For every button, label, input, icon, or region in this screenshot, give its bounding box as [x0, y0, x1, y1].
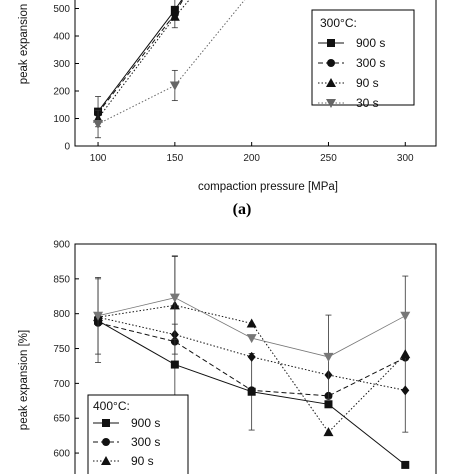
legend-marker	[326, 99, 336, 108]
data-point	[169, 11, 180, 21]
data-point	[169, 81, 180, 91]
legend-marker	[101, 456, 111, 465]
y-tick-label: 900	[53, 240, 70, 251]
data-point	[246, 334, 257, 344]
y-tick-label: 200	[53, 87, 70, 98]
data-point	[247, 351, 256, 362]
panel-a-legend-title: 300°C:	[320, 16, 357, 30]
legend-marker	[327, 59, 335, 67]
x-tick-label: 250	[320, 153, 337, 164]
legend-label: 300 s	[131, 435, 160, 449]
panel-b-ticks: 600 650 700 750 800 850 900	[53, 240, 79, 460]
data-point	[401, 460, 410, 469]
y-tick-label: 850	[53, 274, 70, 285]
panel-a-plot-area	[93, 0, 246, 139]
data-point	[170, 360, 179, 369]
panel-a-plot-frame	[74, 0, 437, 147]
panel-b: 600 650 700 750 800 850 900 peak expansion [%]…	[18, 240, 437, 474]
legend-marker	[102, 438, 110, 446]
y-tick-label: 100	[53, 114, 70, 125]
legend-label: 90 s	[356, 76, 379, 90]
panel-a-legend: 300°C: 900 s 300 s 90 s 30 s	[311, 9, 415, 110]
legend-marker	[326, 78, 336, 87]
data-point	[323, 352, 334, 362]
legend-label: 900 s	[356, 36, 385, 50]
data-point	[93, 120, 104, 129]
legend-label: 900 s	[131, 416, 160, 430]
data-point	[401, 385, 410, 396]
data-point	[246, 318, 257, 328]
y-tick-label: 700	[53, 379, 70, 390]
x-tick-label: 150	[167, 153, 184, 164]
panel-a: 0 100 200 300 400 500 100 150 200 250 300 peak exp…	[18, 0, 437, 218]
series-line	[97, 0, 246, 125]
panel-b-y-axis-label: peak expansion [%]	[18, 330, 30, 430]
panel-b-plot-frame	[74, 243, 437, 474]
data-point	[93, 311, 104, 321]
data-point	[400, 311, 411, 321]
y-tick-label: 0	[64, 142, 70, 153]
panel-b-legend-title: 400°C:	[93, 399, 130, 413]
y-tick-label: 500	[53, 4, 70, 15]
y-tick-label: 400	[53, 32, 70, 43]
data-point	[400, 349, 411, 359]
data-point	[324, 400, 333, 409]
legend-label: 300 s	[356, 56, 385, 70]
data-point	[323, 427, 334, 437]
panel-a-legend-box	[311, 9, 415, 106]
x-tick-label: 200	[243, 153, 260, 164]
series-line	[97, 0, 190, 119]
legend-label: 90 s	[131, 454, 154, 468]
x-tick-label: 300	[397, 153, 414, 164]
legend-marker	[102, 419, 110, 427]
x-tick-label: 100	[90, 153, 107, 164]
panel-a-x-axis-label: compaction pressure [MPa]	[198, 181, 338, 193]
panel-a-y-axis-label: peak expansion	[18, 4, 30, 85]
panel-a-caption: (a)	[233, 201, 252, 218]
y-tick-label: 300	[53, 59, 70, 70]
legend-marker	[327, 39, 335, 47]
y-tick-label: 600	[53, 449, 70, 460]
series-line	[97, 304, 406, 433]
data-point	[169, 293, 180, 303]
series-line	[97, 0, 184, 114]
y-tick-label: 650	[53, 414, 70, 425]
panel-a-ticks: 0 100 200 300 400 500 100 150 200 250 300	[53, 4, 414, 164]
panel-b-plot-area	[93, 255, 411, 469]
legend-label: 30 s	[356, 96, 379, 110]
data-point	[247, 386, 256, 395]
y-tick-label: 800	[53, 309, 70, 320]
y-tick-label: 750	[53, 344, 70, 355]
data-point	[170, 5, 179, 14]
